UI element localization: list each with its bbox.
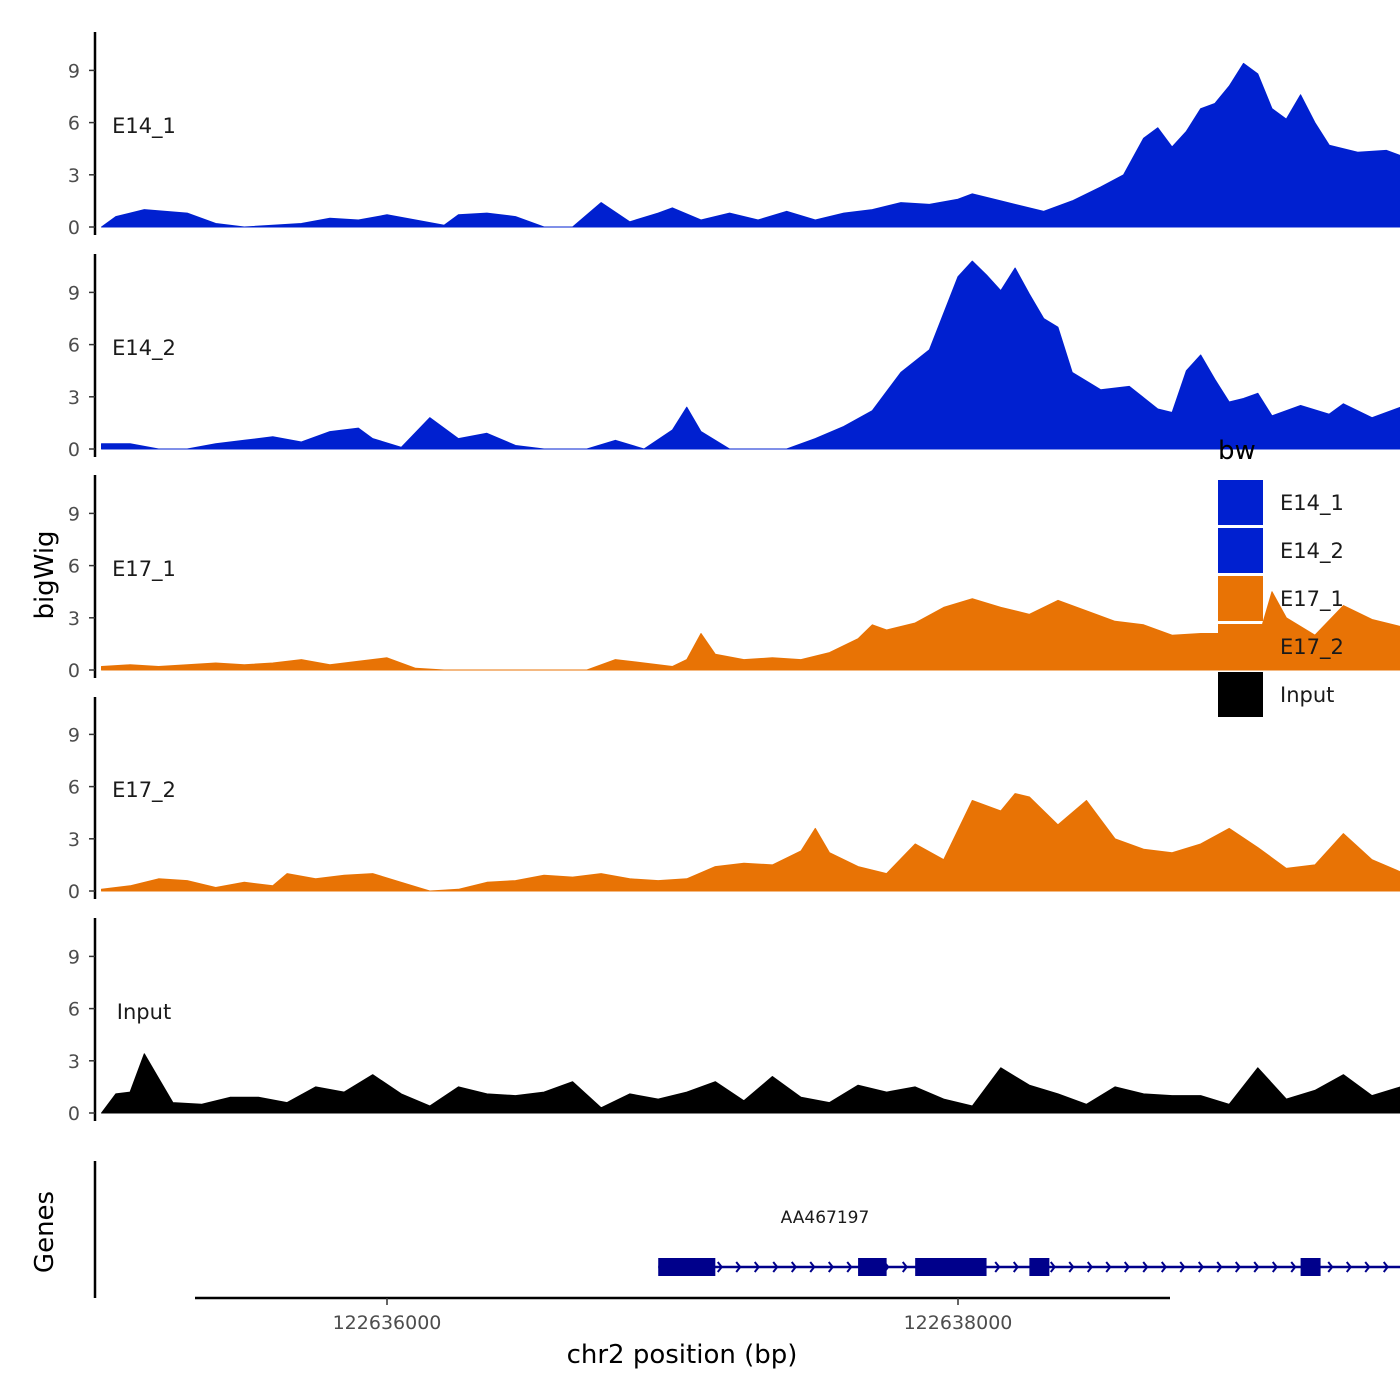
y-tick-label: 0 bbox=[68, 881, 80, 903]
track-area-E14_1 bbox=[101, 62, 1400, 228]
strand-arrow bbox=[1142, 1261, 1149, 1273]
y-tick-label: 6 bbox=[68, 113, 80, 135]
y-tick-label: 3 bbox=[68, 608, 80, 630]
track-E17_1: 0 3 6 9 E17_1 bbox=[68, 475, 1400, 682]
track-name-label: Input bbox=[117, 1000, 171, 1024]
legend-label: E14_2 bbox=[1280, 539, 1344, 564]
y-tick-label: 3 bbox=[68, 1051, 80, 1073]
y-tick-label: 0 bbox=[68, 217, 80, 239]
x-tick-label: 122636000 bbox=[333, 1312, 442, 1334]
y-tick-label: 6 bbox=[68, 556, 80, 578]
strand-arrow bbox=[1123, 1261, 1131, 1273]
gene-exon bbox=[915, 1258, 987, 1276]
legend-title: bw bbox=[1218, 436, 1256, 466]
y-tick-label: 9 bbox=[68, 503, 80, 525]
y-tick-label: 9 bbox=[68, 60, 80, 82]
track-area-E14_2 bbox=[101, 260, 1400, 450]
strand-arrow bbox=[1197, 1261, 1205, 1273]
strand-arrow bbox=[1160, 1261, 1168, 1273]
y-tick-label: 3 bbox=[68, 829, 80, 851]
track-name-label: E17_1 bbox=[112, 557, 176, 582]
strand-arrow bbox=[1234, 1261, 1242, 1273]
y-tick-label: 0 bbox=[68, 660, 80, 682]
x-tick-label: 122638000 bbox=[904, 1312, 1013, 1334]
gene-exon bbox=[658, 1258, 716, 1276]
y-tick-label: 0 bbox=[68, 1103, 80, 1125]
strand-arrow bbox=[994, 1261, 1001, 1273]
strand-arrow bbox=[753, 1261, 761, 1273]
strand-arrow bbox=[1105, 1261, 1112, 1273]
track-area-E17_1 bbox=[101, 591, 1400, 671]
legend: bw E14_1 E14_2 E17_1 E17_2 Input bbox=[1218, 436, 1344, 717]
gene-exon bbox=[858, 1258, 887, 1276]
strand-arrow bbox=[1049, 1261, 1057, 1273]
strand-arrow bbox=[1345, 1261, 1353, 1273]
legend-label: E17_2 bbox=[1280, 635, 1344, 660]
y-tick-label: 9 bbox=[68, 724, 80, 746]
tracks-layer: 0 3 6 9 E14_1 0 3 6 9 E14_2 0 3 6 9 E17_1 0 3 6 9 E17_2 0 3 6 9… bbox=[68, 32, 1400, 1125]
track-Input: 0 3 6 9 Input bbox=[68, 918, 1400, 1125]
strand-arrow bbox=[827, 1261, 835, 1273]
strand-arrow bbox=[1179, 1261, 1186, 1273]
strand-arrow bbox=[716, 1261, 724, 1273]
strand-arrow bbox=[846, 1261, 853, 1273]
legend-label: E17_1 bbox=[1280, 587, 1344, 612]
y-tick-label: 0 bbox=[68, 439, 80, 461]
track-E17_2: 0 3 6 9 E17_2 bbox=[68, 697, 1400, 903]
strand-arrow bbox=[1253, 1261, 1260, 1273]
legend-swatch-Input bbox=[1218, 672, 1263, 717]
track-E14_1: 0 3 6 9 E14_1 bbox=[68, 32, 1400, 239]
legend-swatch-E17_1 bbox=[1218, 576, 1263, 621]
strand-arrow bbox=[790, 1261, 798, 1273]
track-area-Input bbox=[101, 1053, 1400, 1114]
y-tick-label: 6 bbox=[68, 999, 80, 1021]
y-tick-label: 6 bbox=[68, 335, 80, 357]
gene-track: AA467197 bbox=[93, 1161, 1400, 1298]
gene-exon bbox=[1029, 1258, 1050, 1276]
y-tick-label: 3 bbox=[68, 387, 80, 409]
strand-arrow bbox=[1382, 1261, 1390, 1273]
strand-arrow bbox=[901, 1261, 909, 1273]
strand-arrow bbox=[735, 1261, 742, 1273]
y-axis-title: bigWig bbox=[30, 530, 60, 619]
y-tick-label: 9 bbox=[68, 282, 80, 304]
strand-arrow bbox=[1012, 1261, 1020, 1273]
legend-swatch-E14_1 bbox=[1218, 480, 1263, 525]
strand-arrow bbox=[1216, 1261, 1223, 1273]
x-axis: 122636000122638000122640000 bbox=[195, 1296, 1170, 1334]
strand-arrow bbox=[809, 1261, 816, 1273]
strand-arrow bbox=[772, 1261, 779, 1273]
legend-swatch-E17_2 bbox=[1218, 624, 1263, 669]
y-tick-label: 9 bbox=[68, 946, 80, 968]
strand-arrow bbox=[1271, 1261, 1279, 1273]
track-area-E17_2 bbox=[101, 793, 1400, 892]
strand-arrow bbox=[1290, 1261, 1297, 1273]
gene-name-label: AA467197 bbox=[781, 1208, 870, 1228]
strand-arrow bbox=[1327, 1261, 1334, 1273]
track-name-label: E14_2 bbox=[112, 336, 176, 361]
gene-exon bbox=[1300, 1258, 1321, 1276]
gene-track-title: Genes bbox=[30, 1191, 60, 1273]
y-tick-label: 6 bbox=[68, 777, 80, 799]
y-tick-label: 3 bbox=[68, 165, 80, 187]
strand-arrow bbox=[1364, 1261, 1371, 1273]
track-name-label: E17_2 bbox=[112, 778, 176, 803]
x-axis-title: chr2 position (bp) bbox=[567, 1340, 798, 1370]
track-name-label: E14_1 bbox=[112, 114, 176, 139]
strand-arrow bbox=[1086, 1261, 1094, 1273]
legend-swatch-E14_2 bbox=[1218, 528, 1263, 573]
strand-arrow bbox=[1068, 1261, 1075, 1273]
legend-label: E14_1 bbox=[1280, 491, 1344, 516]
track-E14_2: 0 3 6 9 E14_2 bbox=[68, 254, 1400, 461]
legend-label: Input bbox=[1280, 683, 1334, 707]
